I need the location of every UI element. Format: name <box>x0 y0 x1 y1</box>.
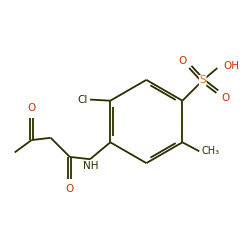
Text: O: O <box>221 93 230 103</box>
Text: S: S <box>199 75 206 86</box>
Text: O: O <box>28 103 36 113</box>
Text: CH₃: CH₃ <box>202 146 220 156</box>
Text: OH: OH <box>223 61 239 71</box>
Text: O: O <box>66 184 74 194</box>
Text: O: O <box>178 56 186 66</box>
Text: Cl: Cl <box>78 94 88 105</box>
Text: NH: NH <box>84 162 99 171</box>
